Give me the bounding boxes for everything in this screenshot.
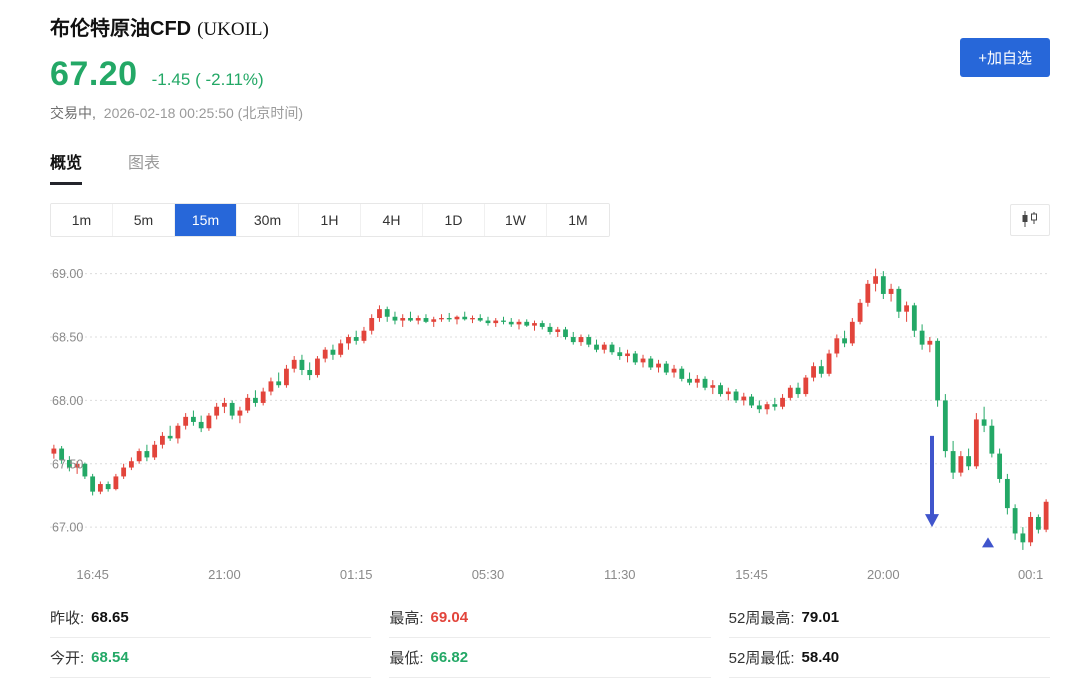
chart-area: 69.00 68.50 68.00 67.50 67.00 16:45 21:00 01:1… — [50, 253, 1050, 588]
svg-text:20:00: 20:00 — [867, 567, 900, 582]
svg-text:01:15: 01:15 — [340, 567, 373, 582]
stat-label: 最高: — [389, 610, 424, 627]
stat-52w-high: 52周最高: 79.01 — [728, 598, 1050, 638]
timeframe-1m[interactable]: 1m — [51, 204, 113, 236]
tab-chart[interactable]: 图表 — [128, 155, 161, 172]
stat-day-low: 最低: 66.82 — [389, 638, 711, 678]
svg-text:67.00: 67.00 — [52, 521, 83, 535]
status-row: 交易中, 2026-02-18 00:25:50 (北京时间) — [50, 103, 1050, 123]
view-tabs: 概览 图表 — [50, 149, 1050, 185]
stat-value: 66.82 — [430, 649, 469, 666]
stat-value: 68.54 — [91, 649, 129, 666]
instrument-symbol: (UKOIL) — [197, 19, 269, 40]
x-axis-labels: 16:45 21:00 01:15 05:30 11:30 15:45 20:00 00:1 — [76, 567, 1043, 582]
timeframe-1mo[interactable]: 1M — [547, 204, 609, 236]
add-watchlist-button[interactable]: +加自选 — [960, 38, 1050, 77]
svg-text:00:1: 00:1 — [1018, 567, 1043, 582]
instrument-name: 布伦特原油CFD — [50, 18, 192, 40]
stat-value: 58.40 — [801, 649, 840, 666]
timeframe-4h[interactable]: 4H — [361, 204, 423, 236]
stat-open: 今开: 68.54 — [50, 638, 372, 678]
svg-text:16:45: 16:45 — [76, 567, 109, 582]
page-title: 布伦特原油CFD (UKOIL) — [50, 16, 1050, 43]
svg-text:68.50: 68.50 — [52, 331, 83, 345]
svg-text:11:30: 11:30 — [604, 567, 636, 582]
svg-text:68.00: 68.00 — [52, 394, 83, 408]
stat-day-high: 最高: 69.04 — [389, 598, 711, 638]
svg-text:05:30: 05:30 — [472, 567, 505, 582]
annotations-layer — [925, 435, 994, 548]
svg-text:69.00: 69.00 — [52, 267, 83, 281]
stat-prev-close: 昨收: 68.65 — [50, 598, 372, 638]
quote-timestamp: 2026-02-18 00:25:50 — [103, 105, 234, 121]
stat-label: 最低: — [389, 650, 424, 667]
svg-text:15:45: 15:45 — [735, 567, 768, 582]
stat-label: 52周最高: — [728, 610, 795, 627]
stat-label: 今开: — [50, 650, 85, 667]
tab-overview[interactable]: 概览 — [50, 149, 83, 185]
stats-grid: 昨收: 68.65 最高: 69.04 52周最高: 79.01 今开: 68.… — [50, 598, 1050, 678]
stat-value: 79.01 — [801, 609, 840, 626]
svg-text:21:00: 21:00 — [208, 567, 241, 582]
price-change: -1.45 ( -2.11%) — [151, 70, 264, 89]
quote-timezone: (北京时间) — [237, 105, 303, 121]
stat-value: 68.65 — [91, 609, 129, 626]
stat-value: 69.04 — [430, 609, 469, 626]
candlestick-chart-icon — [1021, 210, 1039, 230]
timeframe-5m[interactable]: 5m — [113, 204, 175, 236]
timeframe-1h[interactable]: 1H — [299, 204, 361, 236]
stat-label: 52周最低: — [728, 650, 795, 667]
svg-text:67.50: 67.50 — [52, 457, 83, 471]
candles-layer — [51, 268, 1049, 550]
chart-toolbar: 1m 5m 15m 30m 1H 4H 1D 1W 1M — [50, 203, 1050, 237]
price-row: 67.20 -1.45 ( -2.11%) — [50, 55, 1050, 94]
grid-layer — [50, 273, 1050, 528]
timeframe-bar: 1m 5m 15m 30m 1H 4H 1D 1W 1M — [50, 203, 610, 237]
last-price: 67.20 — [50, 55, 138, 93]
timeframe-1d[interactable]: 1D — [423, 204, 485, 236]
trading-status: 交易中, — [50, 105, 96, 121]
stat-52w-low: 52周最低: 58.40 — [728, 638, 1050, 678]
stat-label: 昨收: — [50, 610, 85, 627]
y-axis-labels: 69.00 68.50 68.00 67.50 67.00 — [52, 267, 83, 534]
timeframe-1w[interactable]: 1W — [485, 204, 547, 236]
timeframe-15m[interactable]: 15m — [175, 204, 237, 236]
chart-type-button[interactable] — [1010, 204, 1050, 236]
candlestick-chart[interactable]: 69.00 68.50 68.00 67.50 67.00 16:45 21:00 01:1… — [50, 253, 1050, 588]
timeframe-30m[interactable]: 30m — [237, 204, 299, 236]
